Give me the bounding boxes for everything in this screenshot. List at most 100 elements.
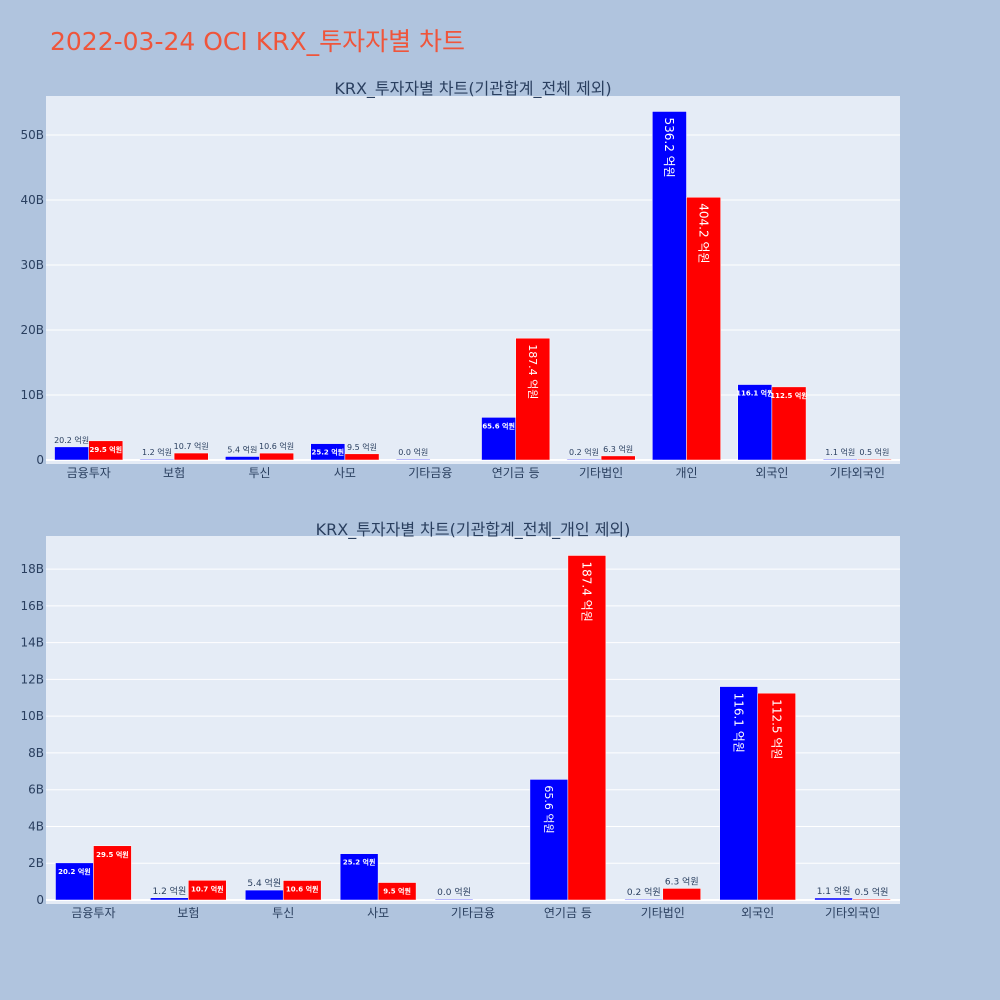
- x-tick-label: 연기금 등: [544, 906, 592, 920]
- x-tick-label: 사모: [367, 906, 389, 920]
- data-label: 404.2 억원: [696, 203, 710, 263]
- x-tick-label: 금융투자: [71, 906, 115, 920]
- bar: [339, 853, 379, 901]
- y-tick-label: 12B: [20, 672, 44, 686]
- y-tick-label: 10B: [20, 388, 44, 402]
- data-label: 65.6 억원: [542, 785, 555, 833]
- bar: [567, 555, 607, 901]
- bar: [515, 337, 551, 461]
- data-label: 1.1 억원: [825, 447, 855, 457]
- x-tick-label: 기타외국인: [830, 466, 885, 480]
- x-tick-label: 기타금융: [451, 906, 495, 920]
- bar: [245, 889, 284, 901]
- x-tick-label: 연기금 등: [492, 466, 540, 480]
- chart-title: KRX_투자자별 차트(기관합계_전체_개인 제외): [316, 520, 631, 540]
- data-label: 10.6 억원: [286, 885, 319, 894]
- data-label: 10.7 억원: [174, 441, 209, 451]
- bar: [719, 686, 758, 901]
- y-tick-label: 50B: [20, 128, 44, 142]
- x-tick-label: 외국인: [741, 906, 774, 920]
- data-label: 5.4 억원: [247, 877, 281, 889]
- bar: [624, 898, 664, 901]
- data-label: 25.2 억원: [343, 858, 376, 867]
- bar: [395, 458, 431, 461]
- y-tick-label: 14B: [20, 636, 44, 650]
- bar: [662, 888, 701, 901]
- data-label: 65.6 억원: [482, 421, 515, 430]
- bar: [566, 458, 602, 461]
- y-tick-label: 0: [36, 453, 44, 467]
- data-label: 20.2 억원: [54, 435, 89, 445]
- x-tick-label: 금융투자: [67, 466, 111, 480]
- bar: [88, 440, 124, 461]
- bar: [93, 845, 132, 901]
- data-label: 0.0 억원: [398, 447, 428, 457]
- bar: [225, 456, 260, 461]
- y-tick-label: 0: [36, 893, 44, 907]
- x-tick-label: 개인: [675, 466, 697, 480]
- data-label: 536.2 억원: [662, 117, 676, 177]
- bar: [55, 862, 94, 901]
- data-label: 10.6 억원: [259, 441, 294, 451]
- data-label: 10.7 억원: [191, 884, 224, 893]
- data-label: 6.3 억원: [603, 444, 633, 454]
- y-tick-label: 4B: [28, 819, 44, 833]
- bar: [757, 692, 796, 901]
- x-tick-label: 보험: [163, 466, 185, 480]
- y-tick-label: 6B: [28, 783, 44, 797]
- data-label: 5.4 억원: [227, 444, 257, 454]
- bar: [259, 452, 294, 461]
- y-tick-label: 30B: [20, 258, 44, 272]
- data-label: 187.4 억원: [580, 561, 594, 621]
- y-tick-label: 18B: [20, 562, 44, 576]
- data-label: 20.2 억원: [58, 867, 91, 876]
- y-tick-label: 20B: [20, 323, 44, 337]
- bar: [852, 898, 891, 901]
- bar: [600, 455, 636, 461]
- bar: [377, 882, 417, 901]
- data-label: 6.3 억원: [665, 875, 699, 887]
- data-label: 29.5 억원: [96, 850, 129, 859]
- data-label: 1.2 억원: [142, 447, 172, 457]
- bar: [173, 452, 209, 461]
- bar: [150, 897, 189, 901]
- x-tick-label: 투신: [248, 466, 270, 480]
- data-label: 0.2 억원: [569, 447, 599, 457]
- data-label: 0.5 억원: [859, 447, 889, 457]
- data-label: 112.5 억원: [770, 391, 807, 400]
- data-label: 0.2 억원: [627, 886, 661, 898]
- data-label: 29.5 억원: [89, 445, 122, 454]
- bar: [814, 897, 853, 901]
- bar: [857, 458, 892, 461]
- page-title: 2022-03-24 OCI KRX_투자자별 차트: [50, 27, 466, 56]
- bar: [188, 880, 227, 901]
- y-tick-label: 16B: [20, 599, 44, 613]
- bar: [529, 779, 569, 901]
- y-tick-label: 10B: [20, 709, 44, 723]
- bar: [822, 458, 858, 461]
- bar: [282, 880, 322, 901]
- data-label: 9.5 억원: [383, 887, 411, 896]
- x-tick-label: 외국인: [755, 466, 788, 480]
- x-tick-label: 기타금융: [408, 466, 452, 480]
- chart-title: KRX_투자자별 차트(기관합계_전체 제외): [334, 79, 611, 99]
- bar: [652, 111, 687, 461]
- x-tick-label: 기타법인: [579, 466, 623, 480]
- bar: [686, 197, 721, 461]
- x-tick-label: 보험: [177, 906, 199, 920]
- data-label: 116.1 억원: [736, 389, 773, 398]
- data-label: 25.2 억원: [312, 448, 345, 457]
- data-label: 116.1 억원: [731, 693, 745, 753]
- bar: [310, 443, 346, 461]
- data-label: 1.2 억원: [152, 885, 186, 897]
- bar: [139, 458, 175, 461]
- bar: [481, 417, 516, 461]
- x-tick-label: 기타외국인: [825, 906, 880, 920]
- bar: [771, 386, 807, 461]
- y-tick-label: 2B: [28, 856, 44, 870]
- data-label: 9.5 억원: [347, 442, 377, 452]
- data-label: 0.5 억원: [855, 886, 889, 898]
- data-label: 187.4 억원: [526, 344, 539, 399]
- data-label: 1.1 억원: [817, 885, 851, 897]
